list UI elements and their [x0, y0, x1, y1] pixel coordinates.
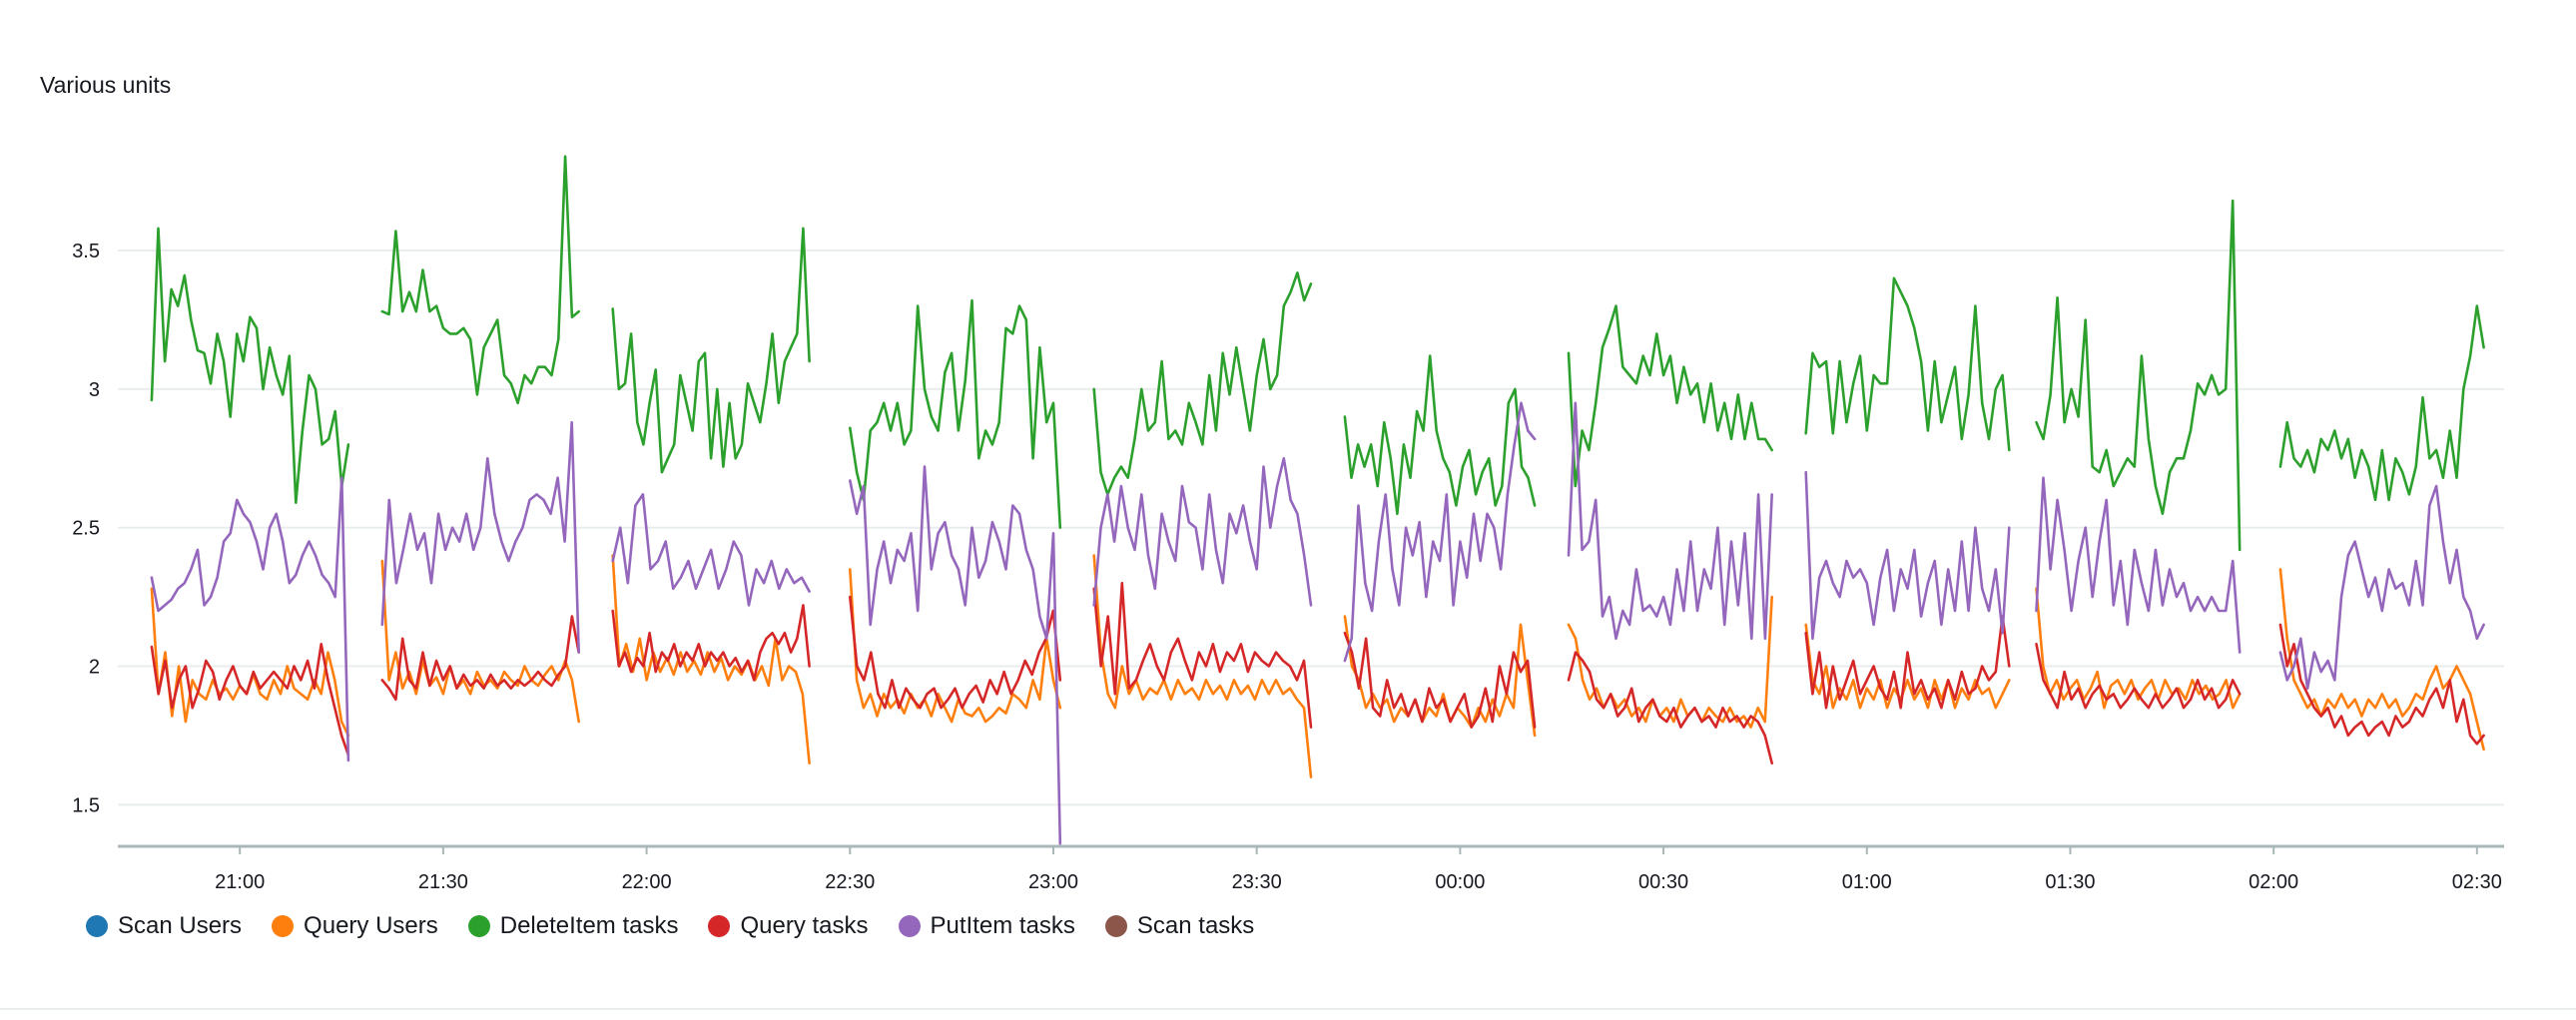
- legend-label: Scan Users: [118, 912, 243, 939]
- series-line-query-tasks: [848, 595, 1062, 710]
- x-tick-label: 01:30: [2045, 871, 2095, 893]
- series-line-query-tasks: [1092, 581, 1313, 729]
- x-tick-label: 22:00: [622, 871, 672, 893]
- legend-item-scan-users[interactable]: Scan Users: [86, 912, 242, 940]
- x-tick-label: 23:30: [1232, 871, 1282, 893]
- series-line-query-tasks: [150, 642, 350, 757]
- series-line-putitem-tasks: [1092, 456, 1313, 607]
- legend-label: Query Users: [304, 912, 438, 939]
- x-tick-label: 00:00: [1435, 871, 1485, 893]
- legend-swatch: [467, 915, 490, 937]
- x-tick-label: 22:30: [825, 871, 875, 893]
- series-line-query-tasks: [1804, 615, 2011, 710]
- series-putitem-tasks: [150, 401, 2485, 845]
- series-line-putitem-tasks: [611, 493, 811, 607]
- series-line-deleteitem-tasks: [150, 227, 350, 505]
- series-deleteitem-tasks: [150, 155, 2485, 552]
- legend-item-deleteitem-tasks[interactable]: DeleteItem tasks: [467, 912, 679, 940]
- legend-label: Query tasks: [740, 912, 869, 939]
- series-line-putitem-tasks: [2278, 484, 2485, 691]
- x-tick-label: 02:00: [2249, 871, 2298, 893]
- y-tick-label: 2: [89, 657, 100, 679]
- legend-swatch: [898, 915, 921, 937]
- grid-lines: [118, 250, 2504, 806]
- series-line-deleteitem-tasks: [380, 155, 581, 405]
- series-line-query-users: [2035, 587, 2242, 710]
- series-line-query-tasks: [380, 615, 581, 702]
- series-line-putitem-tasks: [1804, 470, 2011, 641]
- x-tick-label: 02:30: [2452, 871, 2502, 893]
- y-tick-label: 3.5: [72, 241, 100, 262]
- series-line-deleteitem-tasks: [1804, 276, 2011, 452]
- series-line-deleteitem-tasks: [1567, 304, 1773, 488]
- y-tick-label: 1.5: [72, 794, 100, 816]
- bottom-divider: [0, 1008, 2576, 1010]
- series-line-query-users: [1092, 554, 1313, 778]
- series-line-deleteitem-tasks: [611, 227, 811, 474]
- y-axis-ticks: 1.5 2 2.5 3 3.5: [72, 241, 100, 816]
- x-tick-label: 01:00: [1842, 871, 1892, 893]
- legend-label: Scan tasks: [1136, 912, 1255, 939]
- x-tick-label: 00:30: [1638, 871, 1688, 893]
- legend-swatch: [708, 915, 731, 937]
- series-line-deleteitem-tasks: [1343, 354, 1537, 516]
- series-line-query-tasks: [611, 604, 811, 682]
- series-line-query-tasks: [1343, 631, 1537, 729]
- legend-item-query-tasks[interactable]: Query tasks: [708, 912, 869, 940]
- series-line-query-users: [848, 568, 1062, 724]
- series-line-query-users: [1343, 615, 1537, 738]
- x-axis-ticks: 21:00 21:30 22:00 22:30 23:00 23:30 00:00 00:30…: [215, 846, 2502, 893]
- series-line-putitem-tasks: [380, 420, 581, 654]
- x-tick-label: 23:00: [1028, 871, 1078, 893]
- series-line-deleteitem-tasks: [2278, 304, 2485, 502]
- legend-item-query-users[interactable]: Query Users: [272, 912, 438, 940]
- legend-swatch: [86, 915, 108, 937]
- x-tick-label: 21:30: [418, 871, 468, 893]
- legend-label: DeleteItem tasks: [499, 912, 679, 939]
- series-line-query-users: [1804, 623, 2011, 710]
- y-tick-label: 3: [89, 379, 100, 401]
- series-line-query-tasks: [1567, 651, 1773, 765]
- legend-item-scan-tasks[interactable]: Scan tasks: [1104, 912, 1255, 940]
- y-axis-unit-label: Various units: [40, 72, 172, 98]
- series-line-query-tasks: [2035, 642, 2242, 710]
- legend-item-putitem-tasks[interactable]: PutItem tasks: [898, 912, 1075, 940]
- series-line-query-users: [380, 559, 581, 724]
- series-line-deleteitem-tasks: [848, 298, 1062, 530]
- series-query-tasks: [150, 581, 2485, 765]
- series-line-query-tasks: [2278, 623, 2485, 746]
- x-tick-label: 21:00: [215, 871, 265, 893]
- series-line-deleteitem-tasks: [1092, 270, 1313, 496]
- series-line-deleteitem-tasks: [2035, 199, 2242, 552]
- series-line-putitem-tasks: [1567, 401, 1773, 641]
- series-lines: [150, 155, 2485, 845]
- series-line-putitem-tasks: [2035, 476, 2242, 654]
- legend-swatch: [272, 915, 295, 937]
- y-tick-label: 2.5: [72, 518, 100, 540]
- chart-legend: Scan Users Query Users DeleteItem tasks Que…: [86, 912, 1254, 940]
- legend-label: PutItem tasks: [930, 912, 1075, 939]
- legend-swatch: [1104, 915, 1127, 937]
- series-line-query-users: [611, 554, 811, 765]
- series-line-putitem-tasks: [150, 476, 350, 763]
- series-line-putitem-tasks: [1343, 401, 1537, 663]
- series-line-putitem-tasks: [848, 465, 1062, 845]
